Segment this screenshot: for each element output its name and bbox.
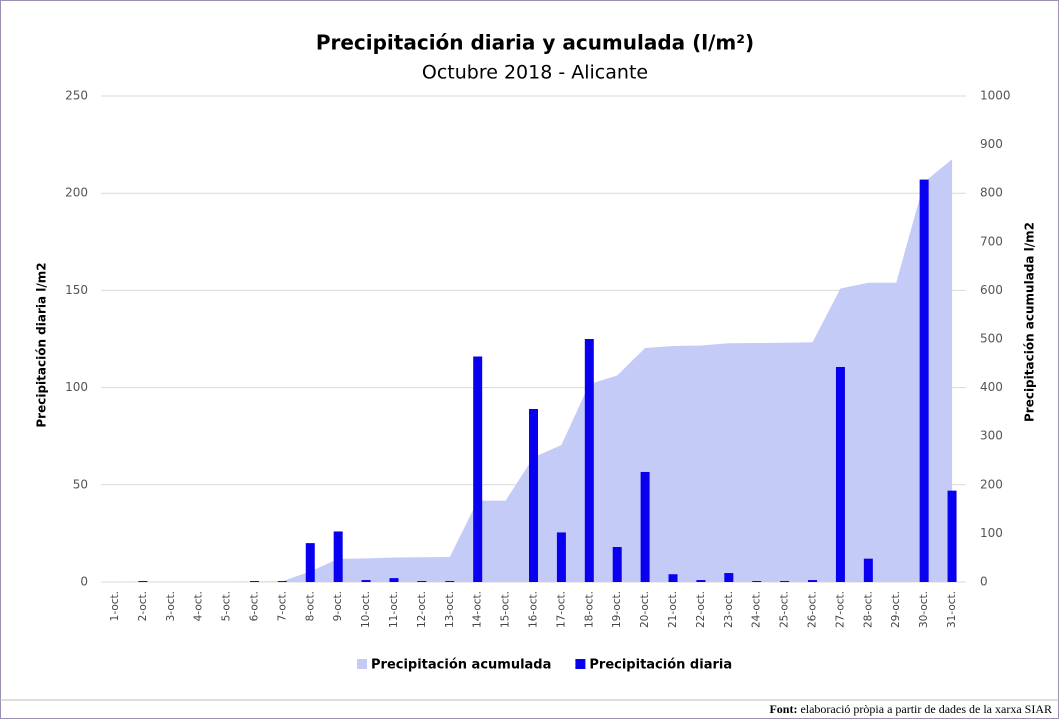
x-tick-label: 14-oct. [472, 591, 484, 628]
x-tick-label: 5-oct. [221, 591, 233, 621]
x-tick-label: 11-oct. [388, 591, 400, 628]
x-tick-label: 2-oct. [137, 591, 149, 621]
bar [724, 573, 734, 582]
bar [640, 471, 650, 582]
chart-subtitle: Octubre 2018 - Alicante [422, 62, 648, 84]
x-tick-label: 7-oct. [276, 591, 288, 621]
bar [361, 580, 371, 582]
bar [947, 490, 957, 582]
bar [780, 581, 790, 582]
bar [277, 581, 287, 582]
x-tick-label: 1-oct. [109, 591, 121, 621]
x-tick-label: 20-oct. [639, 591, 651, 628]
y2-tick-label: 1000 [980, 89, 1011, 103]
y2-tick-label: 100 [980, 526, 1003, 540]
y-tick-label: 0 [80, 575, 88, 589]
y2-tick-label: 600 [980, 283, 1003, 297]
x-tick-label: 15-oct. [500, 591, 512, 628]
bar [389, 578, 399, 582]
y2-tick-label: 0 [980, 575, 988, 589]
x-tick-label: 13-oct. [444, 591, 456, 628]
bar [556, 532, 566, 582]
y2-tick-label: 300 [980, 429, 1003, 443]
y2-tick-label: 900 [980, 137, 1003, 151]
chart-title: Precipitación diaria y acumulada (l/m²) [316, 31, 754, 55]
x-tick-label: 19-oct. [611, 591, 623, 628]
y-axis-title: Precipitación diaria l/m2 [35, 262, 49, 427]
area [114, 159, 953, 582]
y2-tick-label: 700 [980, 234, 1003, 248]
source-label: Font: [769, 702, 797, 716]
x-tick-label: 28-oct. [862, 591, 874, 628]
bar [668, 574, 678, 582]
bar [138, 581, 148, 582]
x-tick-label: 23-oct. [723, 591, 735, 628]
y-tick-label: 200 [65, 186, 88, 200]
x-tick-label: 3-oct. [165, 591, 177, 621]
bar [473, 356, 483, 582]
bar [752, 581, 762, 582]
bar [305, 543, 315, 582]
bar [333, 531, 343, 582]
bar [417, 581, 427, 582]
source: Font: elaboració pròpia a partir de dade… [769, 702, 1052, 716]
legend-label: Precipitación acumulada [371, 658, 551, 673]
x-tick-label: 31-oct. [946, 591, 958, 628]
x-tick-label: 10-oct. [360, 591, 372, 628]
y-tick-label: 50 [73, 477, 88, 491]
y2-tick-label: 400 [980, 380, 1003, 394]
legend-swatch [357, 659, 367, 669]
bar [808, 580, 818, 582]
x-tick-label: 4-oct. [193, 591, 205, 621]
y2-tick-label: 200 [980, 477, 1003, 491]
x-tick-label: 29-oct. [890, 591, 902, 628]
y-tick-label: 250 [65, 89, 88, 103]
x-tick-label: 17-oct. [555, 591, 567, 628]
x-tick-label: 18-oct. [583, 591, 595, 628]
y2-tick-label: 500 [980, 332, 1003, 346]
bar [696, 580, 706, 582]
y-tick-label: 150 [65, 283, 88, 297]
bar [863, 558, 873, 582]
bar [249, 581, 259, 582]
legend-label: Precipitación diaria [589, 658, 732, 673]
source-text: elaboració pròpia a partir de dades de l… [800, 702, 1052, 716]
x-tick-label: 12-oct. [416, 591, 428, 628]
bar [445, 581, 455, 582]
x-tick-label: 22-oct. [695, 591, 707, 628]
y2-tick-label: 800 [980, 186, 1003, 200]
bar [919, 179, 929, 583]
x-tick-label: 9-oct. [332, 591, 344, 621]
bar [835, 366, 845, 582]
x-tick-label: 26-oct. [807, 591, 819, 628]
y-tick-label: 100 [65, 380, 88, 394]
bar [612, 547, 622, 582]
x-tick-label: 25-oct. [779, 591, 791, 628]
x-tick-label: 27-oct. [834, 591, 846, 628]
x-tick-label: 6-oct. [248, 591, 260, 621]
x-tick-label: 16-oct. [528, 591, 540, 628]
x-tick-label: 8-oct. [304, 591, 316, 621]
legend-swatch [575, 659, 586, 669]
x-tick-label: 30-oct. [918, 591, 930, 628]
bar [584, 339, 594, 582]
bar [529, 408, 538, 582]
x-tick-label: 21-oct. [667, 591, 679, 628]
y2-axis-title: Precipitación acumulada l/m2 [1023, 222, 1037, 422]
x-tick-label: 24-oct. [751, 591, 763, 628]
